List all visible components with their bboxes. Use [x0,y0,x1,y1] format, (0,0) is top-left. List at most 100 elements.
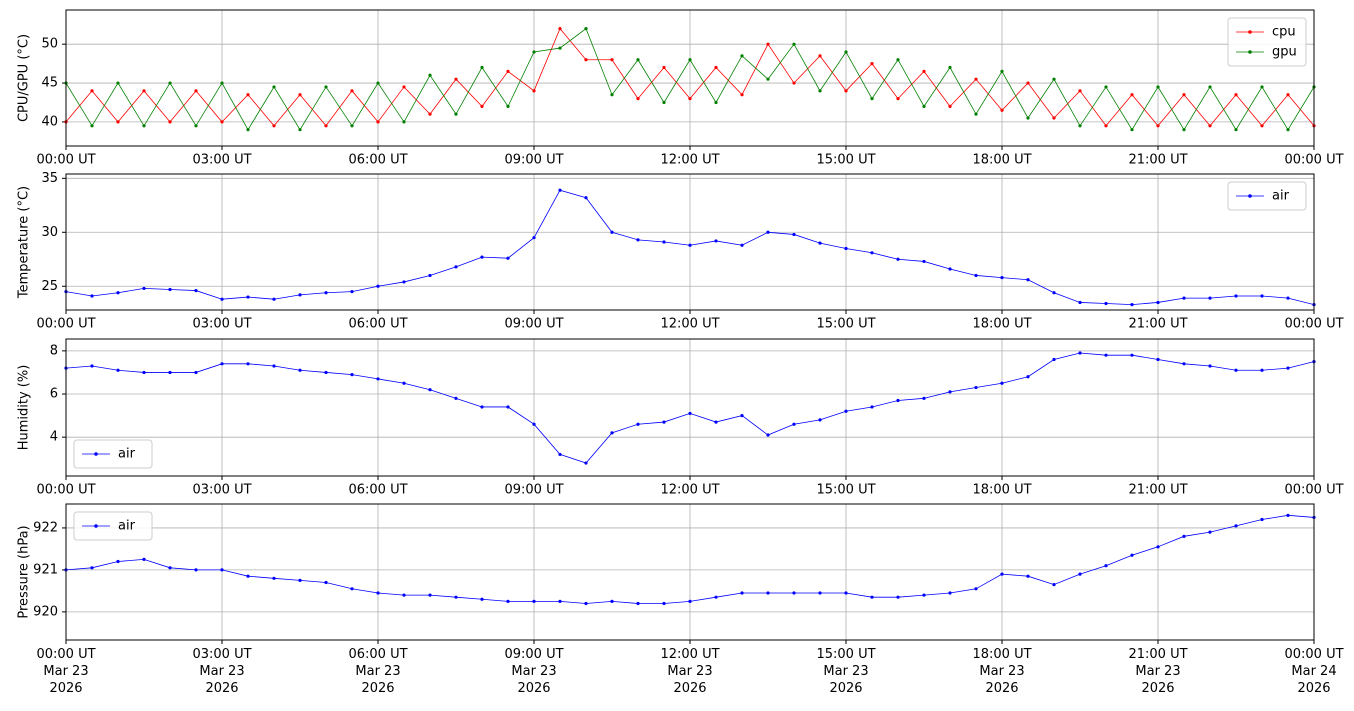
data-point [454,77,458,81]
data-point [116,291,120,295]
y-tick-label: 40 [41,114,58,129]
data-point [246,295,250,299]
data-point [636,601,640,606]
legend-box [73,439,153,469]
x-tick-label: 06:00 UT [348,317,407,332]
data-point [506,256,510,260]
data-point [428,73,432,77]
data-point [610,431,614,435]
data-point [922,396,926,400]
data-point [1052,116,1056,120]
data-point [584,58,588,62]
data-point [870,405,874,409]
data-point [376,591,380,595]
data-point [558,27,562,31]
x-tick-label: 18:00 UT [972,317,1031,332]
data-point [1156,545,1160,549]
x-tick-label: 06:00 UT Mar 23 2026 [348,647,407,696]
data-point [532,236,536,240]
y-axis-label: CPU/GPU (°C) [17,34,32,122]
data-point [428,112,432,116]
data-point [194,568,198,572]
data-point [1104,564,1108,568]
data-point [324,580,328,585]
data-point [896,58,900,62]
data-point [558,46,562,50]
data-point [428,593,432,597]
data-point [376,284,380,288]
data-point [1078,572,1082,576]
x-tick-label: 12:00 UT [660,153,719,168]
data-point [480,597,484,601]
data-point [844,246,848,251]
data-point [558,188,562,192]
data-point [1182,534,1186,538]
data-point [974,112,978,116]
y-tick-label: 8 [50,343,58,358]
y-tick-label: 920 [33,604,58,619]
legend-box [1227,181,1307,211]
data-point [870,251,874,255]
data-point [1234,128,1238,132]
data-point [168,370,172,375]
legend-label: gpu [1272,45,1297,60]
data-point [844,409,848,413]
data-point [558,599,562,603]
plot-frame [65,9,1315,147]
data-point [766,42,770,46]
data-point [1234,524,1238,528]
data-point [90,124,94,128]
data-point [168,566,172,570]
y-tick-label: 50 [41,37,58,52]
data-point [1234,93,1238,97]
legend-marker [1248,50,1252,54]
data-point [974,587,978,591]
data-point [714,595,718,599]
data-point [1052,77,1056,81]
data-point [688,96,692,101]
data-point [844,591,848,595]
data-point [1286,93,1290,97]
data-point [1026,116,1030,120]
data-point [1000,69,1004,73]
data-point [480,65,484,70]
data-point [324,85,328,89]
data-point [584,601,588,606]
legend-label: air [118,519,136,534]
legend-marker [94,452,98,456]
data-point [818,54,822,58]
data-point [818,241,822,245]
data-point [610,230,614,234]
data-point [662,100,666,105]
data-point [1260,124,1264,128]
data-point [350,124,354,128]
y-tick-label: 30 [41,225,58,240]
data-point [740,93,744,97]
data-point [844,89,848,93]
data-point [870,62,874,66]
data-point [350,290,354,294]
data-point [1000,276,1004,280]
y-axis-label: Pressure (hPa) [17,525,32,618]
data-point [220,120,224,124]
data-point [818,418,822,422]
y-axis-label: Humidity (%) [17,365,32,451]
data-point [1078,89,1082,93]
y-axis-label: Temperature (°C) [17,186,32,299]
x-tick-label: 00:00 UT [1284,483,1343,498]
data-point [1000,381,1004,385]
data-point [428,273,432,278]
data-point [1130,128,1134,132]
data-point [1104,353,1108,357]
data-point [1208,296,1212,300]
x-tick-label: 00:00 UT [36,317,95,332]
data-point [1234,368,1238,372]
data-point [766,433,770,437]
data-point [350,587,354,591]
x-tick-label: 00:00 UT [1284,317,1343,332]
data-point [1286,513,1290,517]
data-point [740,243,744,247]
data-point [402,593,406,597]
data-point [220,81,224,85]
data-point [1130,303,1134,307]
